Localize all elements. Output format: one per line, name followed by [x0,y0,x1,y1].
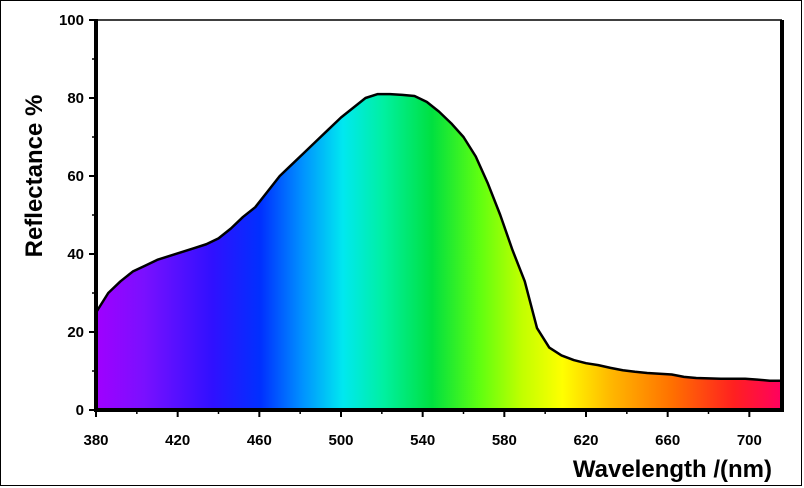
reflectance-curve [94,92,782,382]
y-tick-label: 80 [67,90,84,107]
x-tick-label: 700 [737,432,762,449]
spectrum-fill-area [96,94,782,410]
x-tick-label: 500 [328,432,353,449]
x-axis-title: Wavelength /(nm) [573,456,772,483]
y-tick-label: 100 [59,12,84,29]
x-tick-label: 580 [492,432,517,449]
x-tick-label: 540 [410,432,435,449]
y-axis-title: Reflectance % [21,95,48,258]
y-tick-label: 60 [67,168,84,185]
x-tick-label: 660 [655,432,680,449]
x-tick-label: 460 [247,432,272,449]
y-tick-label: 20 [67,324,84,341]
y-tick-label: 0 [76,402,84,419]
x-tick-label: 380 [83,432,108,449]
y-tick-label: 40 [67,246,84,263]
x-tick-label: 620 [573,432,598,449]
x-tick-label: 420 [165,432,190,449]
